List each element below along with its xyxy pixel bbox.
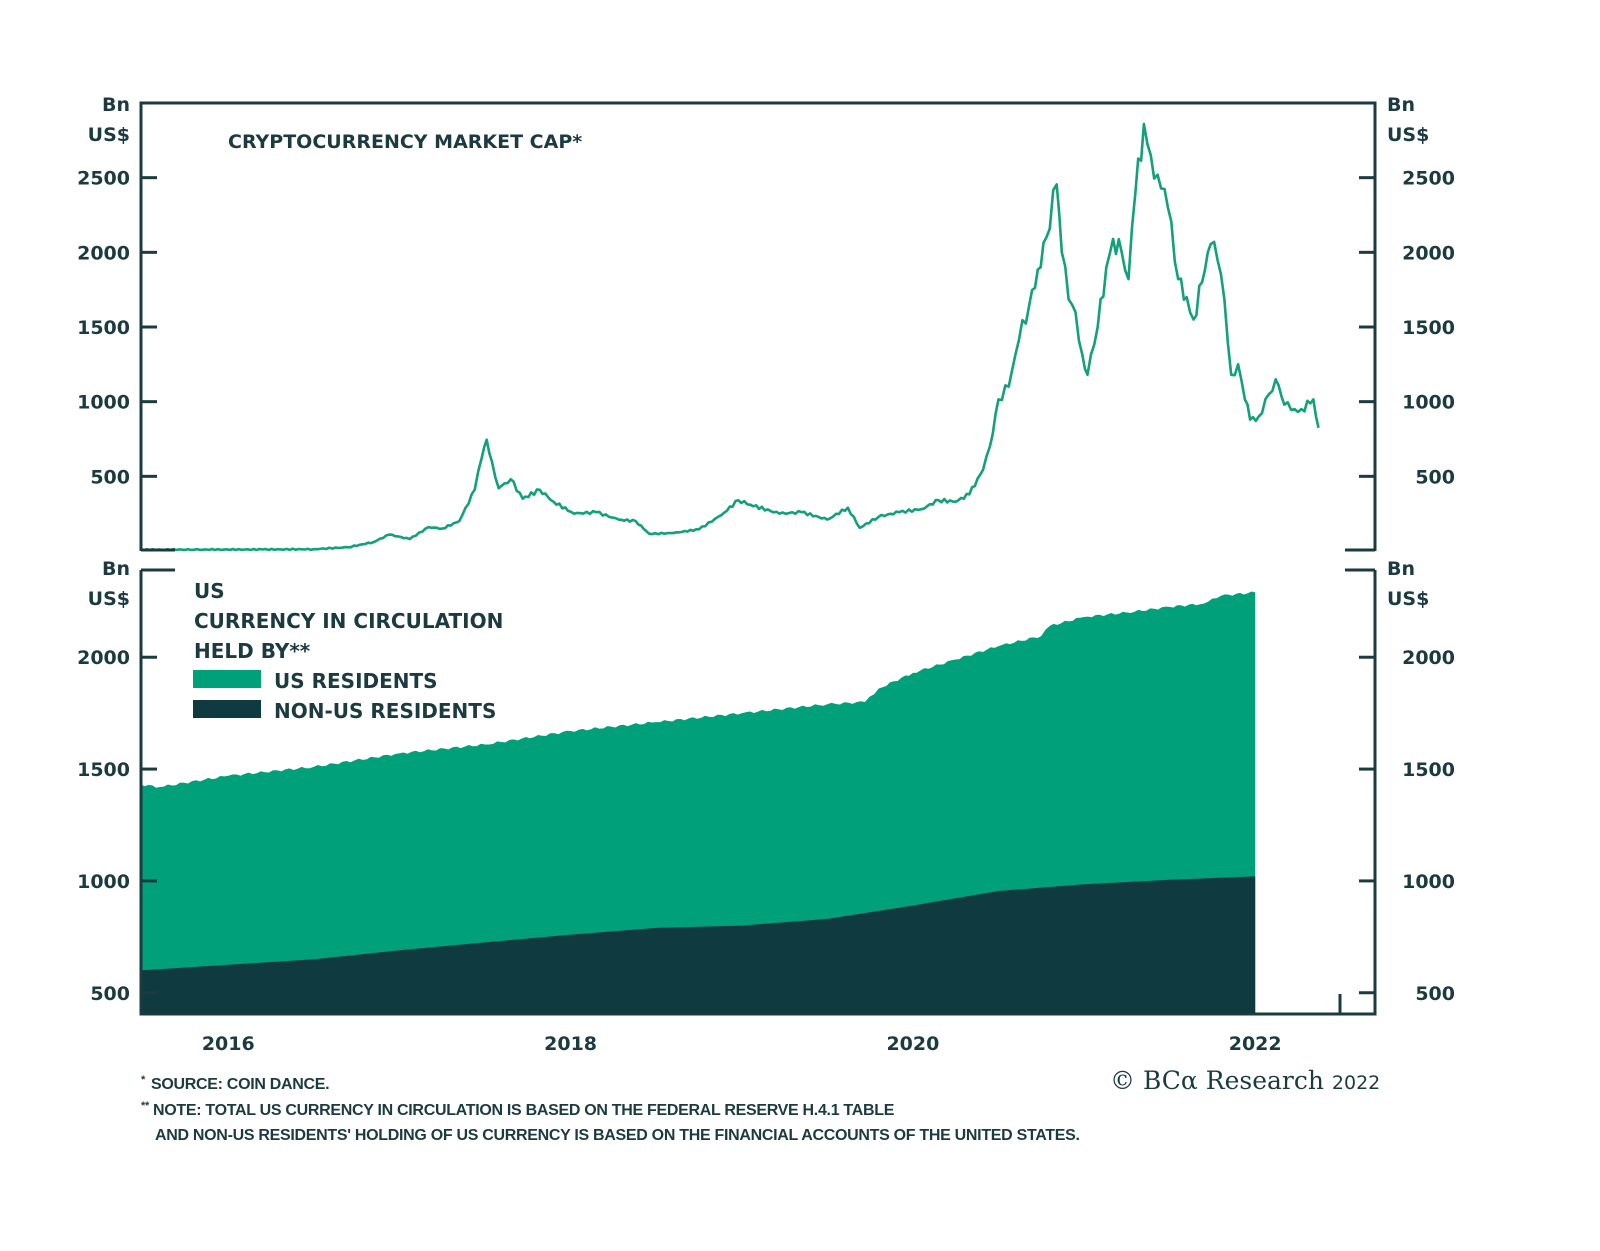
footnote-note-text-1: NOTE: TOTAL US CURRENCY IN CIRCULATION I…	[152, 1102, 895, 1119]
bottom-left-tick-label: 1500	[77, 759, 130, 781]
copyright-brand: © BCα Research 2022	[1110, 1066, 1380, 1095]
bottom-left-tick-label: 1000	[77, 871, 130, 893]
bottom-right-unit-usd: US$	[1387, 588, 1429, 610]
top-panel-frame	[139, 101, 1377, 552]
x-tick-label: 2018	[544, 1033, 597, 1055]
legend-label-us-residents: US RESIDENTS	[274, 669, 438, 693]
top-right-tick-label: 500	[1415, 466, 1455, 488]
bottom-panel-frame	[139, 568, 1377, 1016]
footnote-note-text-2: AND NON-US RESIDENTS' HOLDING OF US CURR…	[155, 1127, 1080, 1144]
footnote-note-line-1: ** NOTE: TOTAL US CURRENCY IN CIRCULATION…	[141, 1100, 894, 1120]
top-left-tick-label: 2500	[77, 168, 130, 190]
top-right-tick-label: 1000	[1402, 392, 1455, 414]
bottom-right-tick-label: 1500	[1402, 759, 1455, 781]
bottom-left-tick-label: 2000	[77, 647, 130, 669]
copyright-year: 2022	[1331, 1072, 1381, 1094]
top-right-tick-label: 1500	[1402, 317, 1455, 339]
top-left-tick-label: 500	[90, 466, 130, 488]
brand-name: BCα Research	[1142, 1066, 1324, 1095]
top-right-unit-bn: Bn	[1387, 94, 1415, 116]
crypto-market-cap-line	[140, 122, 1320, 552]
x-tick-label: 2020	[886, 1033, 939, 1055]
top-left-tick-label: 2000	[77, 242, 130, 264]
footnote-source-text: SOURCE: COIN DANCE.	[150, 1076, 330, 1093]
top-left-unit-usd: US$	[88, 124, 130, 146]
footnote-source: * SOURCE: COIN DANCE.	[141, 1074, 330, 1094]
top-chart-title: CRYPTOCURRENCY MARKET CAP*	[228, 131, 582, 153]
bottom-left-unit-usd: US$	[88, 588, 130, 610]
bottom-right-tick-label: 2000	[1402, 647, 1455, 669]
footnote-note-marker: **	[141, 1100, 149, 1112]
top-right-unit-usd: US$	[1387, 124, 1429, 146]
bottom-panel-border	[139, 570, 1377, 1016]
x-tick-label: 2022	[1229, 1033, 1282, 1055]
top-left-tick-label: 1000	[77, 392, 130, 414]
bottom-left-unit-bn: Bn	[102, 558, 130, 580]
legend-title-line-1: US	[194, 579, 225, 603]
x-tick-label: 2016	[202, 1033, 255, 1055]
footnote-note-line-2: AND NON-US RESIDENTS' HOLDING OF US CURR…	[155, 1127, 1080, 1145]
non-us-residents-area	[141, 876, 1256, 1014]
footnote-source-marker: *	[141, 1074, 145, 1086]
top-right-tick-label: 2500	[1402, 168, 1455, 190]
top-right-tick-label: 2000	[1402, 242, 1455, 264]
bottom-right-tick-label: 1000	[1402, 871, 1455, 893]
bottom-right-tick-label: 500	[1415, 983, 1455, 1005]
bottom-left-tick-label: 500	[90, 983, 130, 1005]
legend-title-line-2: CURRENCY IN CIRCULATION	[194, 609, 503, 633]
legend-label-non-us-residents: NON-US RESIDENTS	[274, 699, 496, 723]
bottom-right-unit-bn: Bn	[1387, 558, 1415, 580]
legend-swatch-non-us-residents	[193, 700, 261, 718]
copyright-symbol: ©	[1110, 1066, 1135, 1095]
top-left-unit-bn: Bn	[102, 94, 130, 116]
top-left-tick-label: 1500	[77, 317, 130, 339]
top-panel-border	[139, 101, 1377, 551]
legend: US CURRENCY IN CIRCULATION HELD BY** US …	[193, 579, 503, 723]
legend-swatch-us-residents	[193, 670, 261, 688]
legend-title-line-3: HELD BY**	[194, 639, 311, 663]
currency-in-circulation-panel: 500 1000 1500 2000 500 1000 1500 2000 2016 2018…	[77, 558, 1455, 1055]
